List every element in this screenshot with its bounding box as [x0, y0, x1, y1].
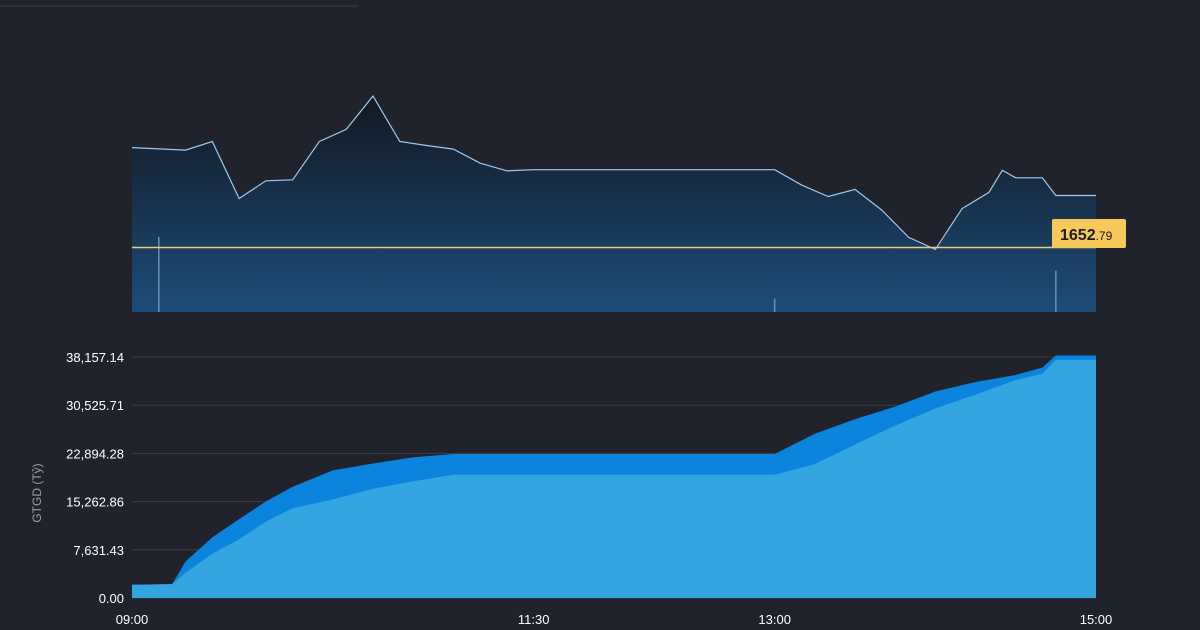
trading-value-chart: 0.00 7,631.43 15,262.86 22,894.28 30,525.71 3… [30, 350, 1112, 627]
x-tick-label: 11:30 [518, 612, 550, 627]
y-axis-title: GTGD (Tỷ) [30, 463, 44, 522]
y-tick-label: 0.00 [99, 591, 124, 606]
reference-badge: 1652.79 [1052, 219, 1126, 248]
volume-bar [158, 237, 160, 312]
svg-text:1652.79: 1652.79 [1060, 227, 1113, 244]
volume-bar [1055, 270, 1057, 312]
volume-bars [158, 237, 1057, 312]
y-tick-label: 22,894.28 [66, 446, 124, 461]
x-tick-label: 09:00 [116, 612, 149, 627]
reference-value-major: 1652 [1060, 227, 1096, 244]
y-tick-label: 7,631.43 [73, 543, 124, 558]
index-line [131, 95, 1096, 251]
x-tick-label: 13:00 [758, 612, 791, 627]
index-area [132, 96, 1096, 312]
y-tick-label: 38,157.14 [66, 350, 124, 365]
y-tick-label: 15,262.86 [66, 495, 124, 510]
value-area-inner [132, 359, 1096, 598]
y-tick-label: 30,525.71 [66, 398, 124, 413]
x-tick-label: 15:00 [1080, 612, 1113, 627]
index-chart: 1652.79 [131, 95, 1126, 312]
reference-value-minor: .79 [1096, 229, 1113, 243]
y-axis-ticks: 0.00 7,631.43 15,262.86 22,894.28 30,525.71 3… [66, 350, 124, 606]
x-axis-ticks: 09:00 11:30 13:00 15:00 [116, 612, 1113, 627]
volume-bar [773, 298, 776, 312]
